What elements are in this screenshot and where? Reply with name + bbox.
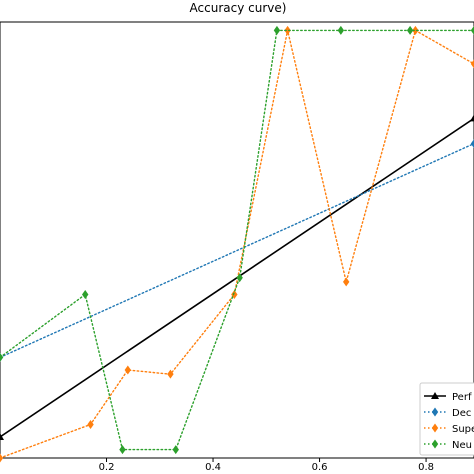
series-2-point (124, 365, 132, 375)
series-2-point (342, 277, 350, 287)
legend: Perf Dec Supe Neu (419, 382, 474, 456)
series-3-point (273, 25, 281, 35)
series-3-point (119, 445, 126, 455)
series-3-point (406, 25, 414, 35)
x-tick-label: 0.8 (418, 462, 434, 473)
legend-label-2: Supe (452, 424, 474, 435)
series-2-point (167, 369, 174, 379)
legend-label-1: Dec (452, 408, 471, 419)
legend-label-3: Neu (452, 440, 472, 451)
series-0-point (0, 433, 4, 441)
series-2-point (412, 25, 419, 35)
series-3-point (236, 273, 243, 283)
legend-marker-0 (431, 392, 439, 399)
series-2-point (284, 25, 291, 35)
series-2-point (470, 59, 474, 69)
series-3-point (470, 25, 474, 35)
series-2-point (87, 419, 94, 429)
series-line-3 (0, 29, 474, 451)
series-0-point (470, 114, 474, 122)
legend-marker-1 (431, 407, 439, 417)
plot-area-frame (0, 21, 474, 459)
x-axis: 0.2 0.4 0.6 0.8 (99, 458, 434, 473)
legend-marker-2 (431, 423, 439, 433)
series-3-point (0, 352, 4, 362)
series-line-2 (0, 29, 474, 459)
series-line-1 (0, 142, 474, 359)
x-tick-label: 0.6 (312, 462, 328, 473)
series-1-point (470, 139, 474, 149)
series-3-point (337, 25, 345, 35)
legend-marker-3 (431, 439, 439, 449)
x-tick-label: 0.2 (99, 462, 115, 473)
x-tick-label: 0.4 (205, 462, 221, 473)
series-2-point (0, 453, 4, 463)
series-3-point (172, 445, 179, 455)
chart-title: Accuracy curve) (190, 1, 287, 15)
data-layer (0, 25, 474, 463)
legend-label-0: Perf (452, 392, 472, 403)
series-3-point (82, 290, 89, 299)
legend-frame (419, 382, 474, 456)
